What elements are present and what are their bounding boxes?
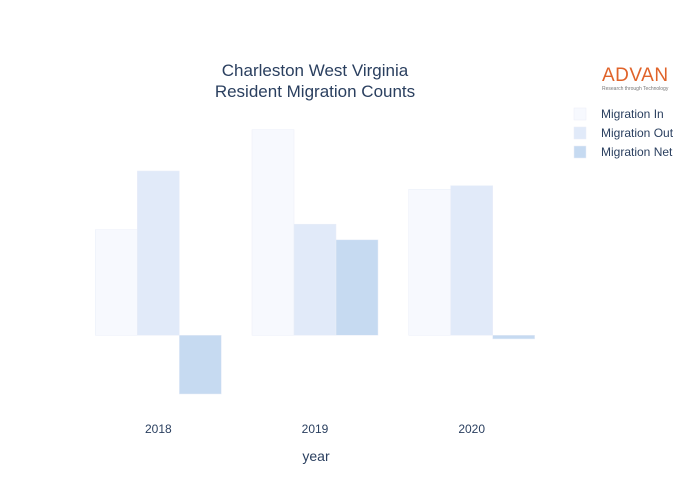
legend-label-migration-out: Migration Out — [601, 126, 674, 140]
logo-tagline: Research through Technology — [602, 86, 669, 92]
x-tick-2020: 2020 — [458, 422, 485, 436]
logo-word: ADVAN — [602, 65, 669, 86]
bar-migration-net-2019 — [335, 239, 379, 336]
legend-swatch-migration-net — [573, 145, 587, 159]
bar-migration-in-2018 — [95, 229, 138, 336]
x-tick-2019: 2019 — [302, 422, 329, 436]
bar-migration-in-2020 — [408, 189, 451, 336]
x-axis-title: year — [302, 448, 330, 464]
x-tick-2018: 2018 — [145, 422, 172, 436]
bar-migration-out-2018 — [137, 170, 180, 336]
bar-migration-in-2019 — [251, 129, 295, 336]
legend-swatch-migration-out — [573, 126, 587, 140]
legend-label-migration-net: Migration Net — [601, 145, 673, 159]
bar-migration-out-2019 — [293, 223, 337, 336]
bar-migration-out-2020 — [450, 185, 493, 336]
bars-layer — [95, 129, 535, 395]
bar-migration-net-2020 — [492, 335, 535, 340]
chart-title-line-1: Charleston West Virginia — [222, 61, 409, 80]
bar-migration-net-2018 — [179, 335, 222, 395]
advan-logo: ADVAN Research through Technology — [602, 66, 674, 92]
legend: Migration In Migration Out Migration Net — [573, 107, 674, 159]
x-tick-labels: 2018 2019 2020 — [145, 422, 485, 436]
legend-label-migration-in: Migration In — [601, 107, 664, 121]
chart-title-line-2: Resident Migration Counts — [215, 82, 415, 101]
legend-swatch-migration-in — [573, 107, 587, 121]
